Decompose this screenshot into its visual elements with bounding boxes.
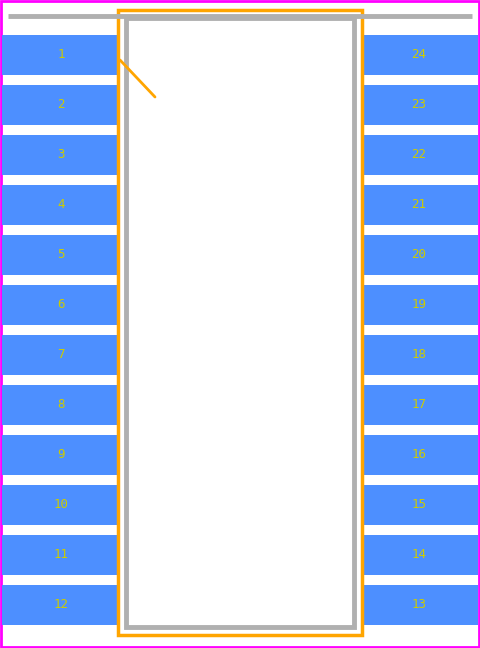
Bar	[360, 585, 478, 625]
Text: 1: 1	[57, 49, 65, 62]
Bar	[360, 85, 478, 125]
Bar	[360, 35, 478, 75]
Text: 10: 10	[53, 498, 69, 511]
Text: 16: 16	[411, 448, 427, 461]
Bar	[2, 335, 120, 375]
Text: 15: 15	[411, 498, 427, 511]
Text: 5: 5	[57, 248, 65, 262]
Bar	[2, 435, 120, 475]
Text: 20: 20	[411, 248, 427, 262]
Bar	[2, 85, 120, 125]
Bar	[360, 285, 478, 325]
Bar	[2, 285, 120, 325]
Text: 23: 23	[411, 98, 427, 111]
Bar	[2, 235, 120, 275]
Text: 14: 14	[411, 548, 427, 562]
Text: 6: 6	[57, 299, 65, 312]
Text: 9: 9	[57, 448, 65, 461]
Bar	[360, 335, 478, 375]
Text: 18: 18	[411, 349, 427, 362]
Bar	[2, 35, 120, 75]
Text: 2: 2	[57, 98, 65, 111]
Text: 7: 7	[57, 349, 65, 362]
Bar	[126, 18, 354, 627]
Text: 24: 24	[411, 49, 427, 62]
Bar	[2, 585, 120, 625]
Bar	[118, 10, 362, 635]
Text: 22: 22	[411, 148, 427, 161]
Text: 3: 3	[57, 148, 65, 161]
Text: 19: 19	[411, 299, 427, 312]
Bar	[360, 535, 478, 575]
Bar	[2, 135, 120, 175]
Text: 8: 8	[57, 399, 65, 411]
Bar	[360, 385, 478, 425]
Text: 12: 12	[53, 599, 69, 612]
Bar	[2, 485, 120, 525]
Text: 11: 11	[53, 548, 69, 562]
Bar	[2, 385, 120, 425]
Bar	[2, 185, 120, 225]
Bar	[360, 435, 478, 475]
Bar	[360, 485, 478, 525]
Text: 13: 13	[411, 599, 427, 612]
Bar	[360, 235, 478, 275]
Text: 4: 4	[57, 198, 65, 211]
Bar	[360, 135, 478, 175]
Bar	[2, 535, 120, 575]
Text: 21: 21	[411, 198, 427, 211]
Bar	[360, 185, 478, 225]
Text: 17: 17	[411, 399, 427, 411]
